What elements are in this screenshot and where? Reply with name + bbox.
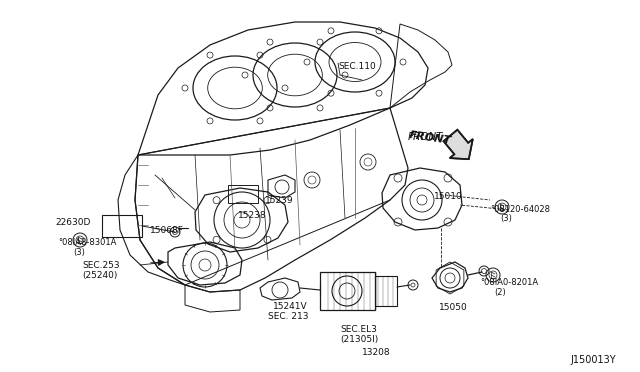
Bar (228, 185, 258, 203)
Text: 22630D: 22630D (55, 218, 90, 227)
Text: °08IA8-8301A: °08IA8-8301A (58, 238, 116, 247)
Text: 15068F: 15068F (150, 226, 184, 235)
Text: (3): (3) (73, 248, 85, 257)
Bar (102, 215, 142, 237)
Text: FRONT: FRONT (408, 132, 444, 142)
Text: FRONT: FRONT (408, 130, 452, 146)
Text: 15239: 15239 (265, 196, 294, 205)
Text: SEC.110: SEC.110 (338, 62, 376, 71)
Text: °08IA0-8201A: °08IA0-8201A (480, 278, 538, 287)
Text: 15238: 15238 (238, 211, 267, 220)
Text: 15010: 15010 (434, 192, 463, 201)
Text: 13208: 13208 (362, 348, 390, 357)
Text: (2): (2) (494, 288, 506, 297)
Text: SEC.EL3: SEC.EL3 (340, 325, 377, 334)
Text: 15241V: 15241V (273, 302, 308, 311)
Text: 15050: 15050 (439, 303, 468, 312)
Bar (320, 272, 375, 310)
Polygon shape (444, 130, 473, 159)
Text: (21305I): (21305I) (340, 335, 378, 344)
Text: (3): (3) (500, 214, 512, 223)
Text: (25240): (25240) (82, 271, 117, 280)
Text: SEC. 213: SEC. 213 (268, 312, 308, 321)
Text: SEC.253: SEC.253 (82, 261, 120, 270)
Text: J150013Y: J150013Y (570, 355, 616, 365)
Bar (375, 276, 397, 306)
Text: °08120-64028: °08120-64028 (490, 205, 550, 214)
